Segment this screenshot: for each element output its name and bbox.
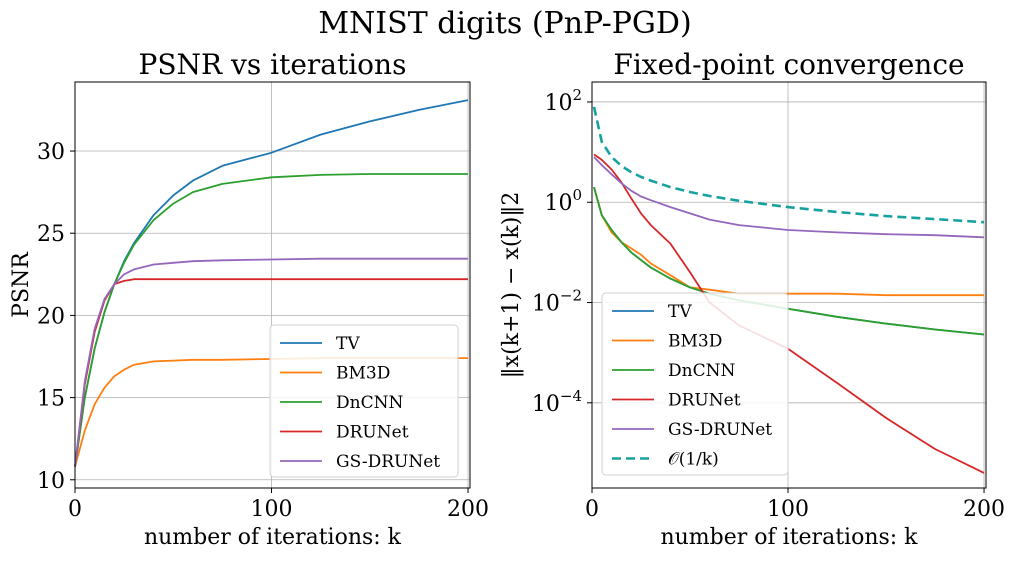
y-tick-label: 30: [37, 140, 65, 165]
psnr-panel: 0 100 200 10 15 20 25 30 PSNR vs iterations numbe…: [9, 48, 489, 550]
axes-frame: [591, 81, 987, 489]
legend-label: DRUNet: [668, 391, 741, 411]
series-line-gs-drunet: [74, 257, 468, 467]
x-tick-label: 0: [68, 497, 82, 522]
y-tick-label: 15: [37, 387, 65, 412]
convergence-panel: 0 100 200 10−4 10−2 100 102 Fixed-point converg…: [499, 48, 1005, 550]
x-axis-label: number of iterations: k: [144, 525, 402, 550]
y-tick-label: 20: [37, 304, 65, 329]
legend-box: [269, 324, 459, 478]
y-axis-label: ‖x(k+1) − x(k)‖2: [499, 192, 524, 379]
x-axis-label: number of iterations: k: [660, 525, 918, 550]
legend-label: 𝒪(1/k): [668, 450, 719, 470]
legend-label: GS-DRUNet: [336, 452, 440, 472]
axes-frame: [74, 81, 471, 489]
x-tick-label: 100: [251, 497, 293, 522]
legend: TV BM3D DnCNN DRUNet GS-DRUNet 𝒪(1/k): [601, 292, 789, 476]
legend: TV BM3D DnCNN DRUNet GS-DRUNet: [269, 324, 459, 478]
y-tick-label: 100: [544, 186, 582, 216]
series-line-bm3d: [593, 186, 984, 297]
y-tick-label: 10−2: [532, 287, 582, 317]
series-line-gs-drunet: [593, 156, 985, 239]
x-tick-label: 200: [963, 497, 1005, 522]
legend-box: [601, 292, 789, 476]
x-tick-label: 100: [767, 497, 809, 522]
legend-label: DnCNN: [336, 393, 403, 413]
figure-title: MNIST digits (PnP-PGD): [318, 6, 691, 41]
y-tick-label: 102: [544, 86, 582, 116]
legend-label: TV: [668, 302, 692, 322]
legend-label: TV: [336, 334, 360, 354]
legend-label: GS-DRUNet: [668, 420, 772, 440]
series-line-dncnn: [593, 186, 985, 336]
legend-label: DRUNet: [336, 423, 409, 443]
chart-title: Fixed-point convergence: [613, 48, 964, 81]
series-line-dncnn: [74, 173, 468, 467]
series-line-drunet: [593, 153, 985, 474]
legend-label: DnCNN: [668, 361, 735, 381]
y-tick-label: 25: [37, 222, 65, 247]
x-tick-label: 0: [585, 497, 599, 522]
y-tick-label: 10: [37, 469, 65, 494]
legend-label: BM3D: [336, 364, 390, 384]
legend-label: BM3D: [668, 332, 722, 352]
chart-title: PSNR vs iterations: [139, 48, 407, 81]
y-axis-label: PSNR: [9, 251, 34, 318]
y-tick-label: 10−4: [532, 387, 582, 417]
x-tick-label: 200: [447, 497, 489, 522]
series-line--1-k-: [592, 106, 985, 224]
